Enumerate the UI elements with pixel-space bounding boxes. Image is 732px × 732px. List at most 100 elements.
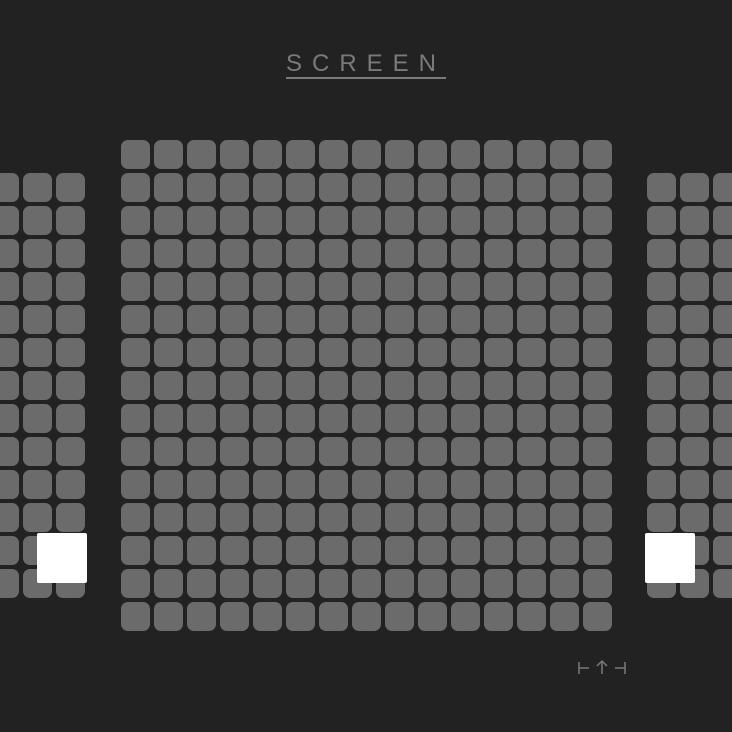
seat[interactable] (319, 272, 348, 301)
seat[interactable] (154, 503, 183, 532)
seat[interactable] (713, 569, 732, 598)
seat[interactable] (550, 536, 579, 565)
seat[interactable] (23, 272, 52, 301)
seat[interactable] (451, 305, 480, 334)
seat[interactable] (56, 371, 85, 400)
seat[interactable] (451, 569, 480, 598)
seat[interactable] (418, 371, 447, 400)
seat[interactable] (187, 437, 216, 466)
seat[interactable] (418, 239, 447, 268)
seat[interactable] (352, 272, 381, 301)
seat[interactable] (319, 305, 348, 334)
seat[interactable] (187, 272, 216, 301)
seat[interactable] (154, 140, 183, 169)
seat[interactable] (517, 305, 546, 334)
seat[interactable] (23, 305, 52, 334)
seat[interactable] (451, 536, 480, 565)
seat[interactable] (517, 602, 546, 631)
seat[interactable] (319, 371, 348, 400)
seat[interactable] (583, 404, 612, 433)
seat[interactable] (319, 239, 348, 268)
seat[interactable] (121, 371, 150, 400)
seat[interactable] (121, 239, 150, 268)
seat[interactable] (286, 305, 315, 334)
seat[interactable] (253, 470, 282, 499)
seat[interactable] (56, 470, 85, 499)
seat[interactable] (253, 437, 282, 466)
seat[interactable] (121, 140, 150, 169)
seat[interactable] (187, 470, 216, 499)
seat[interactable] (517, 272, 546, 301)
seat[interactable] (418, 272, 447, 301)
seat[interactable] (23, 338, 52, 367)
seat[interactable] (517, 173, 546, 202)
seat[interactable] (286, 536, 315, 565)
seat[interactable] (517, 371, 546, 400)
seat[interactable] (121, 437, 150, 466)
seat[interactable] (220, 371, 249, 400)
seat[interactable] (550, 206, 579, 235)
seat[interactable] (550, 371, 579, 400)
seat[interactable] (647, 272, 676, 301)
seat[interactable] (23, 503, 52, 532)
seat[interactable] (154, 239, 183, 268)
seat[interactable] (583, 272, 612, 301)
seat[interactable] (23, 371, 52, 400)
accessible-marker[interactable] (645, 533, 695, 583)
seat[interactable] (385, 140, 414, 169)
seat[interactable] (253, 173, 282, 202)
seat[interactable] (187, 536, 216, 565)
seat[interactable] (121, 272, 150, 301)
seat[interactable] (0, 173, 19, 202)
seat[interactable] (0, 503, 19, 532)
seat[interactable] (220, 173, 249, 202)
seat[interactable] (352, 602, 381, 631)
seat[interactable] (517, 470, 546, 499)
seat[interactable] (187, 569, 216, 598)
seat[interactable] (484, 470, 513, 499)
seat[interactable] (451, 173, 480, 202)
seat[interactable] (220, 470, 249, 499)
seat[interactable] (517, 503, 546, 532)
seat[interactable] (418, 338, 447, 367)
seat[interactable] (23, 173, 52, 202)
seat[interactable] (253, 140, 282, 169)
seat[interactable] (583, 173, 612, 202)
seat[interactable] (713, 404, 732, 433)
seat[interactable] (713, 371, 732, 400)
seat[interactable] (680, 239, 709, 268)
seat[interactable] (220, 404, 249, 433)
seat[interactable] (484, 272, 513, 301)
seat[interactable] (319, 140, 348, 169)
seat[interactable] (286, 437, 315, 466)
seat[interactable] (550, 404, 579, 433)
seat[interactable] (517, 140, 546, 169)
seat[interactable] (484, 305, 513, 334)
seat[interactable] (550, 503, 579, 532)
seat[interactable] (385, 404, 414, 433)
seat[interactable] (56, 272, 85, 301)
seat[interactable] (319, 569, 348, 598)
seat[interactable] (56, 206, 85, 235)
seat[interactable] (451, 404, 480, 433)
seat[interactable] (713, 206, 732, 235)
seat[interactable] (680, 371, 709, 400)
seat[interactable] (286, 140, 315, 169)
seat[interactable] (253, 503, 282, 532)
seat[interactable] (418, 602, 447, 631)
seat[interactable] (583, 338, 612, 367)
seat[interactable] (0, 569, 19, 598)
seat[interactable] (484, 206, 513, 235)
seat[interactable] (713, 470, 732, 499)
seat[interactable] (253, 206, 282, 235)
seat[interactable] (713, 437, 732, 466)
seat[interactable] (517, 569, 546, 598)
seat[interactable] (713, 272, 732, 301)
seat[interactable] (484, 437, 513, 466)
seat[interactable] (0, 437, 19, 466)
seat[interactable] (647, 503, 676, 532)
seat[interactable] (647, 338, 676, 367)
seat[interactable] (352, 206, 381, 235)
seat[interactable] (319, 503, 348, 532)
seat[interactable] (154, 206, 183, 235)
